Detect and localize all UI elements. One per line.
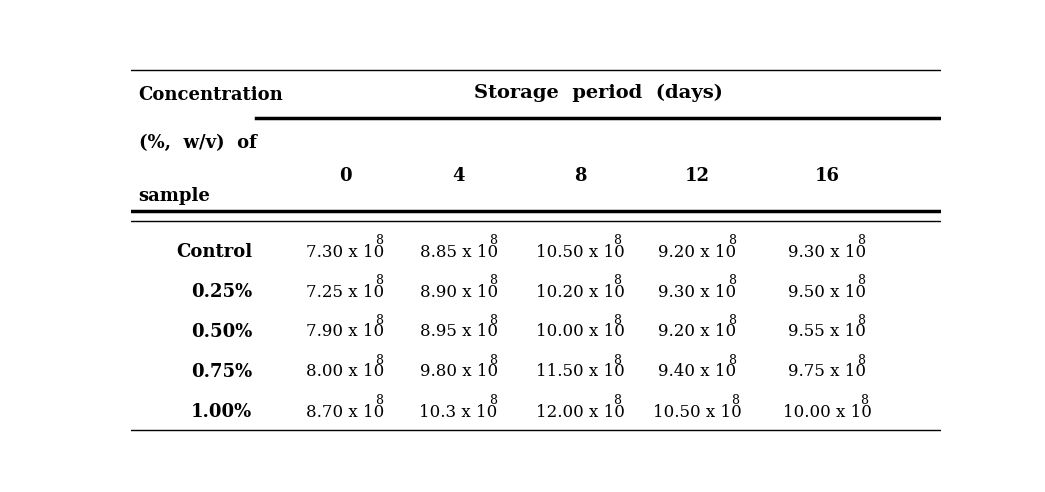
Text: 8: 8 [613, 234, 621, 247]
Text: 8: 8 [727, 234, 736, 247]
Text: 8: 8 [727, 354, 736, 367]
Text: 9.50 x 10: 9.50 x 10 [788, 283, 866, 301]
Text: 8: 8 [574, 167, 586, 185]
Text: 8: 8 [489, 314, 496, 327]
Text: 4: 4 [452, 167, 465, 185]
Text: 8: 8 [860, 394, 868, 407]
Text: 8: 8 [730, 394, 739, 407]
Text: Storage  period  (days): Storage period (days) [473, 84, 723, 102]
Text: 8: 8 [375, 234, 384, 247]
Text: sample: sample [139, 187, 211, 205]
Text: 8: 8 [857, 314, 865, 327]
Text: 8.70 x 10: 8.70 x 10 [306, 403, 385, 421]
Text: 8: 8 [613, 354, 621, 367]
Text: 1.00%: 1.00% [191, 403, 252, 421]
Text: 0.50%: 0.50% [191, 323, 252, 341]
Text: 0.25%: 0.25% [191, 283, 252, 301]
Text: 9.30 x 10: 9.30 x 10 [788, 244, 866, 261]
Text: 9.20 x 10: 9.20 x 10 [658, 244, 737, 261]
Text: 8: 8 [613, 394, 621, 407]
Text: 9.20 x 10: 9.20 x 10 [658, 323, 737, 340]
Text: 8.00 x 10: 8.00 x 10 [306, 363, 385, 380]
Text: 8: 8 [727, 274, 736, 287]
Text: 12.00 x 10: 12.00 x 10 [536, 403, 625, 421]
Text: 8: 8 [375, 314, 384, 327]
Text: 8.95 x 10: 8.95 x 10 [420, 323, 497, 340]
Text: 0.75%: 0.75% [191, 363, 252, 381]
Text: 10.3 x 10: 10.3 x 10 [419, 403, 497, 421]
Text: 8: 8 [857, 234, 865, 247]
Text: 8: 8 [489, 394, 496, 407]
Text: 9.75 x 10: 9.75 x 10 [788, 363, 866, 380]
Text: 9.55 x 10: 9.55 x 10 [788, 323, 866, 340]
Text: 10.00 x 10: 10.00 x 10 [536, 323, 625, 340]
Text: 10.50 x 10: 10.50 x 10 [536, 244, 625, 261]
Text: 12: 12 [686, 167, 710, 185]
Text: 8: 8 [613, 314, 621, 327]
Text: 11.50 x 10: 11.50 x 10 [536, 363, 625, 380]
Text: 8: 8 [857, 274, 865, 287]
Text: 8: 8 [489, 274, 496, 287]
Text: 8.90 x 10: 8.90 x 10 [419, 283, 497, 301]
Text: 9.80 x 10: 9.80 x 10 [419, 363, 497, 380]
Text: 16: 16 [815, 167, 839, 185]
Text: 8: 8 [613, 274, 621, 287]
Text: 9.40 x 10: 9.40 x 10 [658, 363, 737, 380]
Text: Concentration: Concentration [139, 86, 283, 104]
Text: 8: 8 [375, 274, 384, 287]
Text: 7.90 x 10: 7.90 x 10 [306, 323, 385, 340]
Text: 10.00 x 10: 10.00 x 10 [783, 403, 872, 421]
Text: 8: 8 [489, 354, 496, 367]
Text: 8: 8 [375, 354, 384, 367]
Text: 0: 0 [339, 167, 351, 185]
Text: 8.85 x 10: 8.85 x 10 [419, 244, 497, 261]
Text: (%,  w/v)  of: (%, w/v) of [139, 134, 257, 152]
Text: 7.30 x 10: 7.30 x 10 [306, 244, 385, 261]
Text: Control: Control [176, 243, 252, 261]
Text: 7.25 x 10: 7.25 x 10 [306, 283, 385, 301]
Text: 9.30 x 10: 9.30 x 10 [658, 283, 737, 301]
Text: 8: 8 [857, 354, 865, 367]
Text: 10.50 x 10: 10.50 x 10 [653, 403, 742, 421]
Text: 8: 8 [727, 314, 736, 327]
Text: 10.20 x 10: 10.20 x 10 [536, 283, 625, 301]
Text: 8: 8 [375, 394, 384, 407]
Text: 8: 8 [489, 234, 496, 247]
